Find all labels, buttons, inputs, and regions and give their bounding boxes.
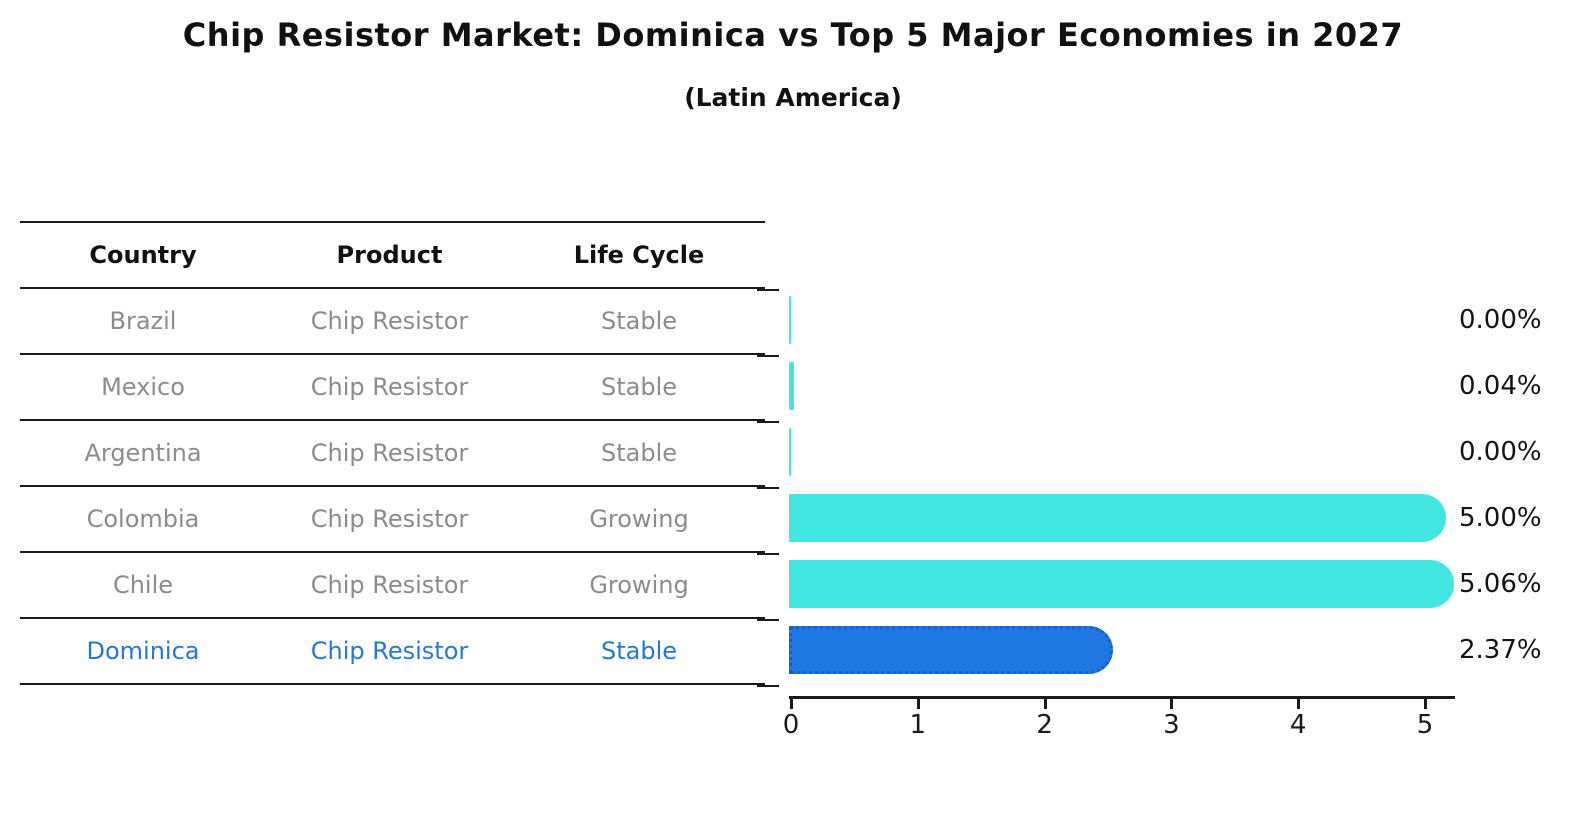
cell-life-cycle: Stable <box>600 637 678 665</box>
x-axis-tick <box>790 699 793 709</box>
x-axis-tick-label: 3 <box>1163 710 1180 740</box>
y-axis-tick <box>757 487 779 489</box>
table-row-highlighted: Dominica Chip Resistor Stable <box>20 619 765 685</box>
comparison-table: Country Product Life Cycle Brazil Chip R… <box>20 221 765 685</box>
cell-product: Chip Resistor <box>310 571 469 599</box>
x-axis-tick <box>916 699 920 709</box>
cell-country: Chile <box>112 571 174 599</box>
table-row: Brazil Chip Resistor Stable <box>20 289 765 355</box>
x-axis-tick <box>1043 699 1047 709</box>
y-axis-tick <box>757 553 779 555</box>
x-axis-line <box>789 696 1455 699</box>
cell-product: Chip Resistor <box>310 373 469 401</box>
column-header-product: Product <box>336 241 443 269</box>
cell-product: Chip Resistor <box>310 307 469 335</box>
bar-value-label: 5.00% <box>1459 503 1542 533</box>
x-axis-tick <box>1424 699 1427 709</box>
table-row: Argentina Chip Resistor Stable <box>20 421 765 487</box>
table-row: Chile Chip Resistor Growing <box>20 553 765 619</box>
x-axis-tick <box>1297 699 1301 709</box>
bar-value-label: 0.00% <box>1459 305 1542 335</box>
bar-argentina <box>789 428 791 476</box>
bar-colombia <box>789 494 1446 542</box>
cell-country: Dominica <box>86 637 200 665</box>
y-axis-tick <box>757 685 779 687</box>
bar-chile <box>789 560 1454 608</box>
table-row: Mexico Chip Resistor Stable <box>20 355 765 421</box>
table-header-row: Country Product Life Cycle <box>20 223 765 289</box>
x-axis-tick <box>1170 699 1174 709</box>
x-axis-tick-label: 4 <box>1289 710 1307 740</box>
table-row: Colombia Chip Resistor Growing <box>20 487 765 553</box>
bar-dominica-highlighted <box>789 626 1113 674</box>
column-header-life-cycle: Life Cycle <box>573 241 705 269</box>
chart-subtitle: (Latin America) <box>684 83 902 112</box>
cell-product: Chip Resistor <box>310 439 469 467</box>
y-axis-tick <box>757 355 779 357</box>
cell-product: Chip Resistor <box>310 637 469 665</box>
cell-life-cycle: Stable <box>600 373 678 401</box>
cell-life-cycle: Stable <box>600 307 678 335</box>
cell-country: Colombia <box>86 505 200 533</box>
bar-mexico <box>789 362 795 410</box>
x-axis-tick-label: 0 <box>782 710 800 740</box>
y-axis-tick <box>757 289 779 291</box>
cell-life-cycle: Growing <box>589 571 689 599</box>
bar-value-label: 0.00% <box>1459 437 1542 467</box>
x-axis-tick-label: 5 <box>1416 710 1434 740</box>
x-axis-tick-label: 1 <box>909 710 927 740</box>
x-axis-tick-label: 2 <box>1036 710 1053 740</box>
cell-product: Chip Resistor <box>310 505 469 533</box>
y-axis-tick <box>757 421 779 423</box>
cell-country: Argentina <box>84 439 202 467</box>
bar-value-label: 0.04% <box>1459 371 1542 401</box>
bar-value-label: 5.06% <box>1459 569 1542 599</box>
column-header-country: Country <box>89 241 197 269</box>
cell-life-cycle: Growing <box>589 505 689 533</box>
cell-country: Mexico <box>101 373 185 401</box>
bar-value-label: 2.37% <box>1459 635 1542 665</box>
bar-brazil <box>789 296 791 344</box>
cell-country: Brazil <box>109 307 177 335</box>
cell-life-cycle: Stable <box>600 439 678 467</box>
chart-title: Chip Resistor Market: Dominica vs Top 5 … <box>182 16 1404 54</box>
y-axis-tick <box>757 619 779 621</box>
